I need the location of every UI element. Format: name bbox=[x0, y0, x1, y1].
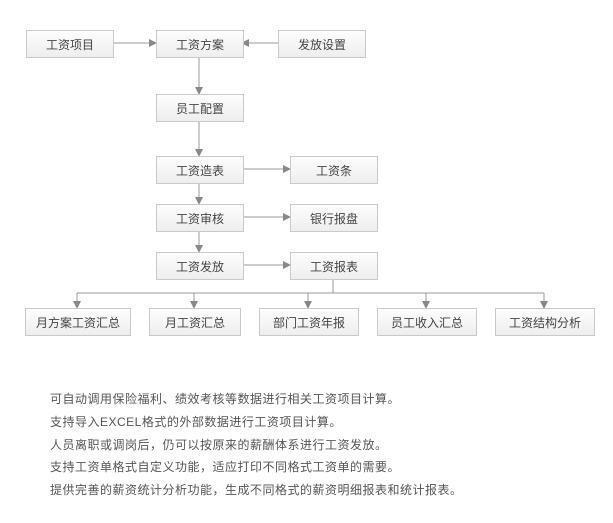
desc-line: 可自动调用保险福利、绩效考核等数据进行相关工资项目计算。 bbox=[50, 388, 593, 411]
node-n_b3: 部门工资年报 bbox=[259, 308, 359, 336]
node-n_yhbp: 银行报盘 bbox=[290, 204, 378, 232]
node-n_sh: 工资审核 bbox=[156, 204, 244, 232]
node-n_pz: 员工配置 bbox=[156, 94, 244, 122]
node-n_zb: 工资造表 bbox=[156, 156, 244, 184]
desc-line: 提供完善的薪资统计分析功能，生成不同格式的薪资明细报表和统计报表。 bbox=[50, 479, 593, 502]
desc-line: 支持工资单格式自定义功能，适应打印不同格式工资单的需要。 bbox=[50, 456, 593, 479]
desc-line: 支持导入EXCEL格式的外部数据进行工资项目计算。 bbox=[50, 411, 593, 434]
node-n_fa: 工资方案 bbox=[156, 30, 244, 58]
node-n_b4: 员工收入汇总 bbox=[377, 308, 477, 336]
node-n_fx: 工资发放 bbox=[156, 252, 244, 280]
node-n_ff: 发放设置 bbox=[278, 30, 366, 58]
node-n_bb: 工资报表 bbox=[290, 252, 378, 280]
node-n_b2: 月工资汇总 bbox=[149, 308, 241, 336]
desc-line: 人员离职或调岗后，仍可以按原来的薪酬体系进行工资发放。 bbox=[50, 434, 593, 457]
node-n_b5: 工资结构分析 bbox=[495, 308, 595, 336]
feature-list: 可自动调用保险福利、绩效考核等数据进行相关工资项目计算。 支持导入EXCEL格式… bbox=[50, 388, 593, 502]
node-n_xm: 工资项目 bbox=[26, 30, 114, 58]
node-n_gzt: 工资条 bbox=[290, 156, 378, 184]
node-n_b1: 月方案工资汇总 bbox=[25, 308, 131, 336]
